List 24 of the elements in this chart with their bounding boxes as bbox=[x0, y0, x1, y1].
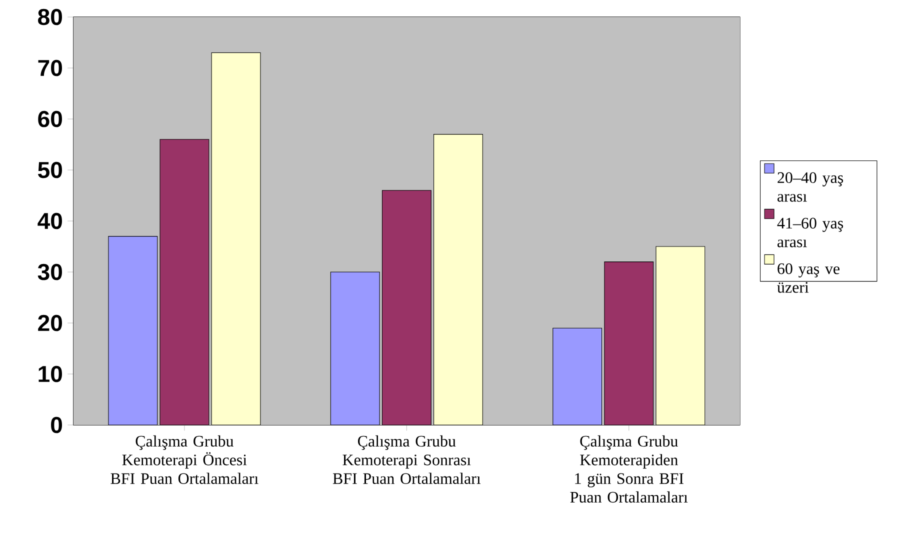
bar bbox=[382, 190, 432, 425]
bar bbox=[434, 134, 483, 425]
y-tick-label: 0 bbox=[51, 416, 62, 434]
y-tick-label: 20 bbox=[38, 314, 62, 332]
y-tick-label: 10 bbox=[38, 366, 62, 382]
y-tick-label: 50 bbox=[38, 162, 62, 178]
bar bbox=[160, 139, 210, 425]
y-tick-label: 80 bbox=[38, 8, 62, 26]
y-tick-label: 60 bbox=[38, 110, 62, 128]
y-tick-label: 30 bbox=[38, 264, 62, 280]
bar bbox=[330, 272, 380, 425]
y-tick-label: 40 bbox=[38, 212, 62, 230]
bar bbox=[604, 262, 654, 425]
bar bbox=[552, 328, 602, 425]
legend-label: 41–60 yaş arası bbox=[777, 218, 844, 248]
x-tick-label: Çalışma Grubu Kemoterapi Öncesi BFI Puan Ortalamaları bbox=[110, 435, 258, 484]
bar bbox=[108, 236, 158, 425]
bar bbox=[211, 52, 261, 425]
y-tick-label: 70 bbox=[38, 60, 62, 76]
x-tick-label: Çalışma Grubu Kemoterapiden 1 gün Sonra BFI Puan Ortalamaları bbox=[570, 435, 688, 503]
legend-label: 20–40 yaş arası bbox=[778, 172, 844, 202]
bar bbox=[656, 246, 706, 425]
legend-label: 60 yaş ve üzeri bbox=[777, 263, 840, 293]
x-tick-label: Çalışma Grubu Kemoterapi Sonrası BFI Puan Ortalamaları bbox=[332, 435, 481, 484]
